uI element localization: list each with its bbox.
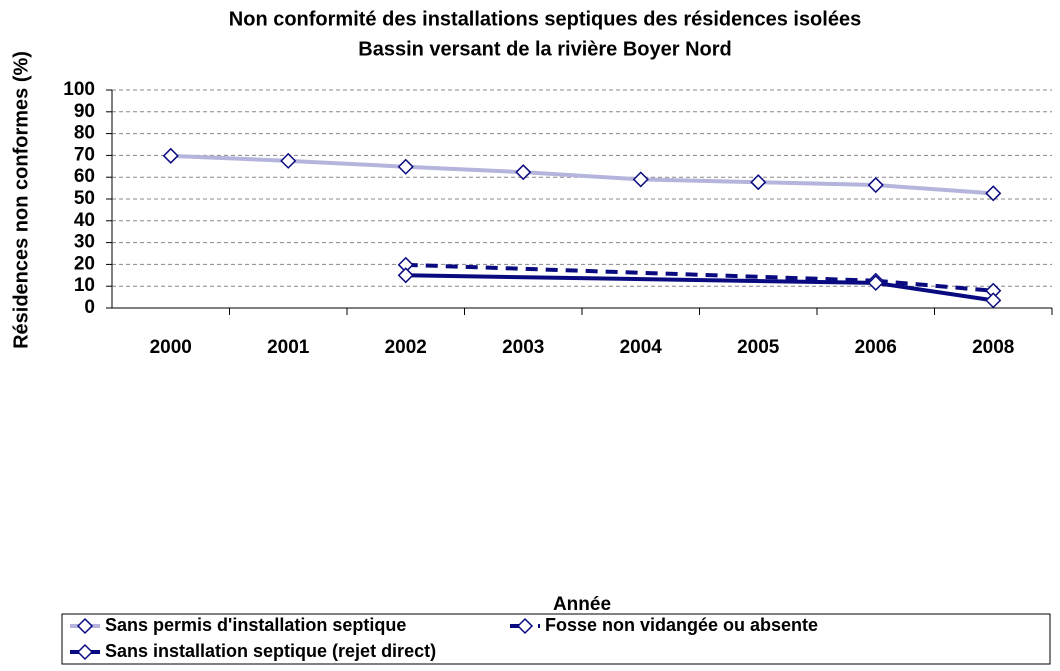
legend-label: Fosse non vidangée ou absente bbox=[545, 615, 818, 635]
y-tick-label: 100 bbox=[63, 79, 95, 100]
data-point bbox=[985, 185, 1002, 202]
y-tick-label: 90 bbox=[74, 101, 95, 122]
legend-box bbox=[61, 613, 1051, 665]
series-line bbox=[405, 273, 876, 285]
legend-marker bbox=[516, 617, 534, 635]
data-point bbox=[985, 292, 1002, 309]
series-line bbox=[875, 183, 994, 196]
y-tick-label: 20 bbox=[74, 253, 95, 274]
y-tick-label: 80 bbox=[74, 123, 95, 144]
legend-marker bbox=[76, 617, 94, 635]
y-tick-label: 0 bbox=[84, 297, 95, 318]
y-tick-label: 30 bbox=[74, 232, 95, 253]
series-line bbox=[523, 170, 641, 182]
y-tick-label: 60 bbox=[74, 166, 95, 187]
legend-label: Sans permis d'installation septique bbox=[105, 615, 406, 635]
data-point bbox=[867, 274, 884, 291]
x-tick-label: 2000 bbox=[150, 337, 192, 358]
x-tick-label: 2006 bbox=[855, 337, 897, 358]
series-line bbox=[640, 177, 759, 185]
x-tick-label: 2008 bbox=[972, 337, 1014, 358]
series-line bbox=[405, 262, 876, 283]
series-line bbox=[405, 164, 524, 175]
series-line bbox=[875, 280, 994, 303]
x-tick-label: 2004 bbox=[620, 337, 663, 358]
series-line bbox=[170, 153, 289, 163]
chart-subtitle: Bassin versant de la rivière Boyer Nord bbox=[358, 38, 732, 60]
series-line bbox=[288, 158, 406, 169]
x-tick-label: 2003 bbox=[502, 337, 544, 358]
x-tick-label: 2005 bbox=[737, 337, 780, 358]
data-point bbox=[750, 174, 767, 191]
data-point bbox=[162, 147, 179, 164]
data-point bbox=[867, 176, 884, 194]
x-axis-label: Année bbox=[553, 594, 611, 615]
y-tick-label: 40 bbox=[74, 210, 95, 231]
y-axis-label: Résidences non conformes (%) bbox=[10, 51, 32, 349]
y-tick-label: 70 bbox=[74, 144, 95, 165]
legend-marker bbox=[76, 643, 94, 661]
data-point bbox=[280, 152, 297, 169]
chart-title: Non conformité des installations septiqu… bbox=[229, 8, 861, 30]
data-point bbox=[632, 171, 649, 188]
x-tick-label: 2001 bbox=[267, 337, 310, 358]
x-tick-label: 2002 bbox=[385, 337, 427, 358]
data-point bbox=[397, 267, 414, 284]
legend-label: Sans installation septique (rejet direct… bbox=[105, 641, 436, 661]
data-point bbox=[397, 158, 414, 175]
y-tick-label: 10 bbox=[74, 275, 95, 296]
series-line bbox=[758, 180, 876, 188]
y-tick-label: 50 bbox=[74, 188, 95, 209]
data-point bbox=[515, 164, 532, 181]
